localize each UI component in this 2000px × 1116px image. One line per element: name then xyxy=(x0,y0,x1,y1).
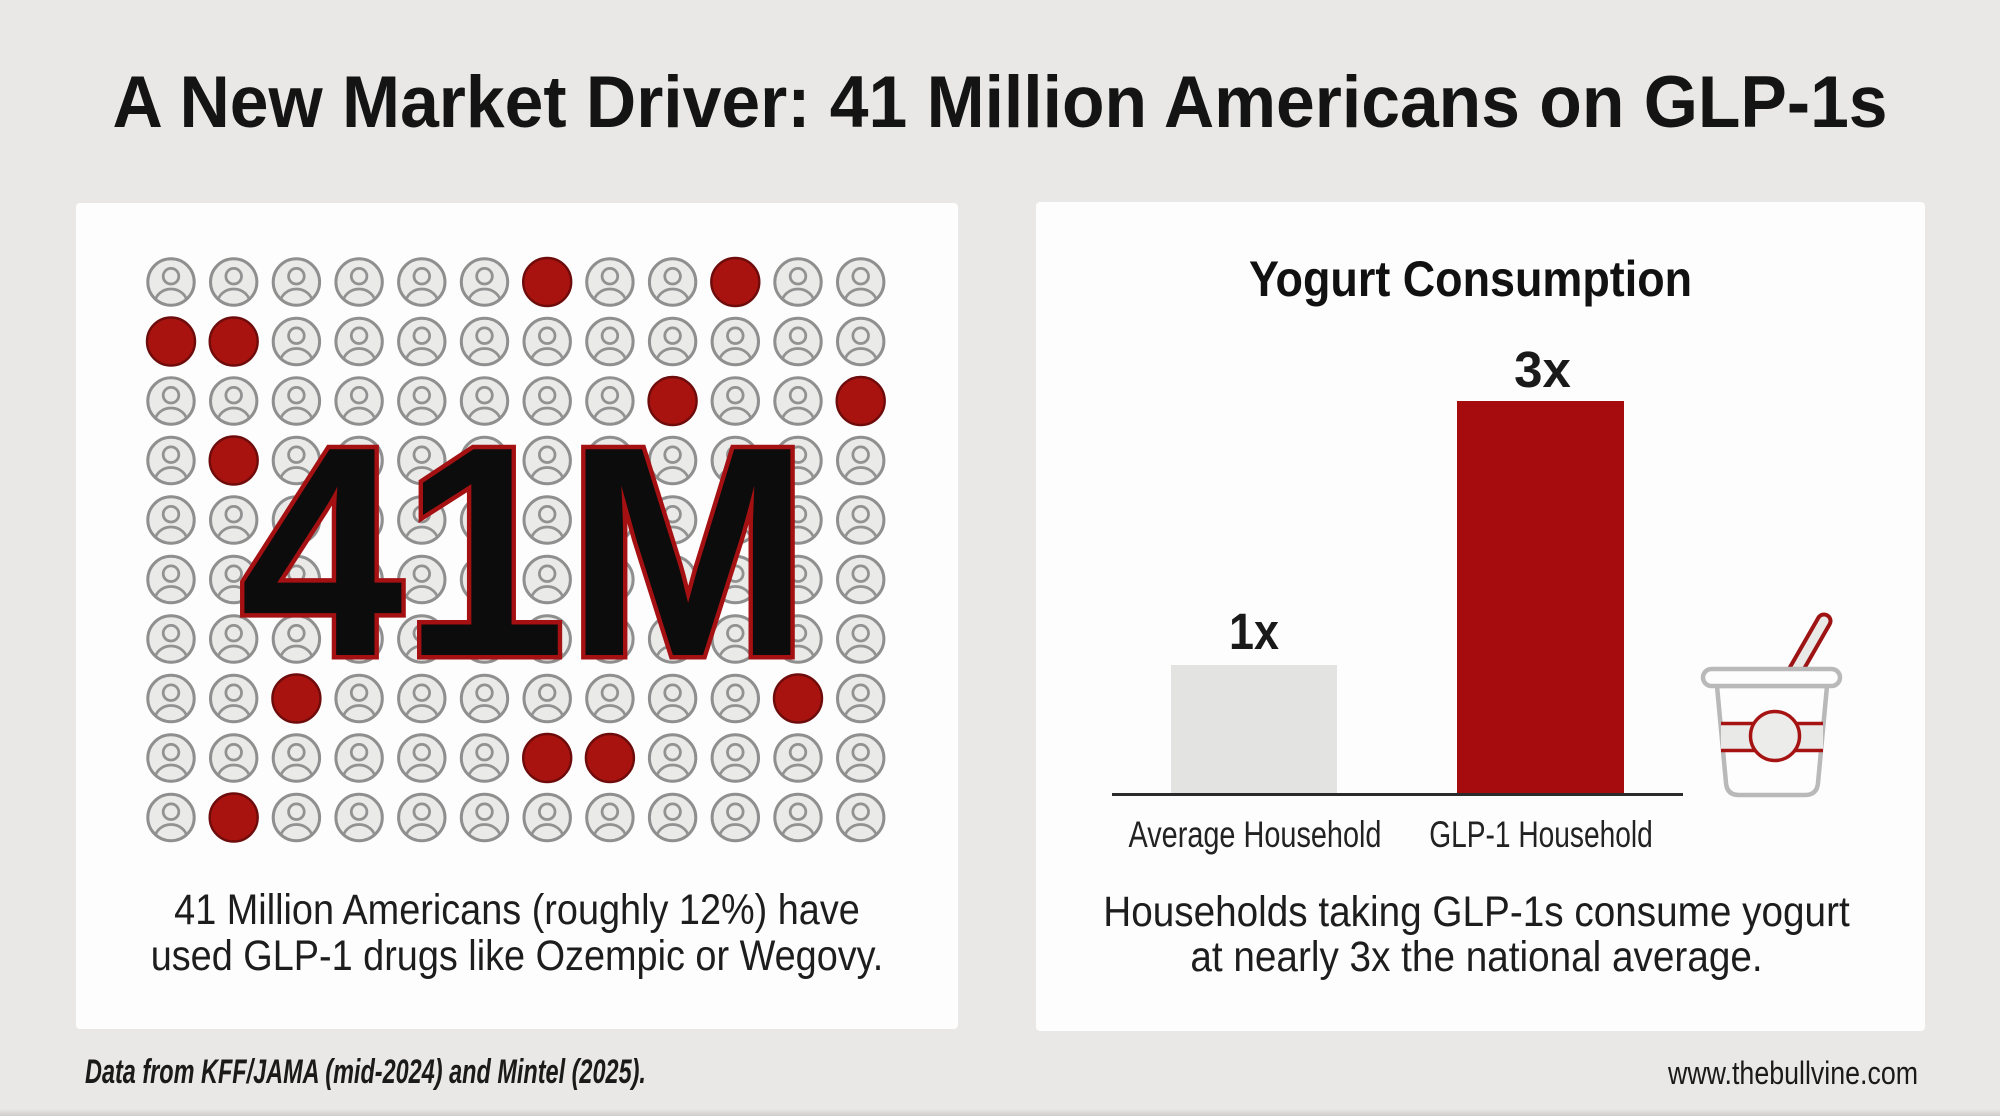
svg-text:41M: 41M xyxy=(240,385,810,719)
